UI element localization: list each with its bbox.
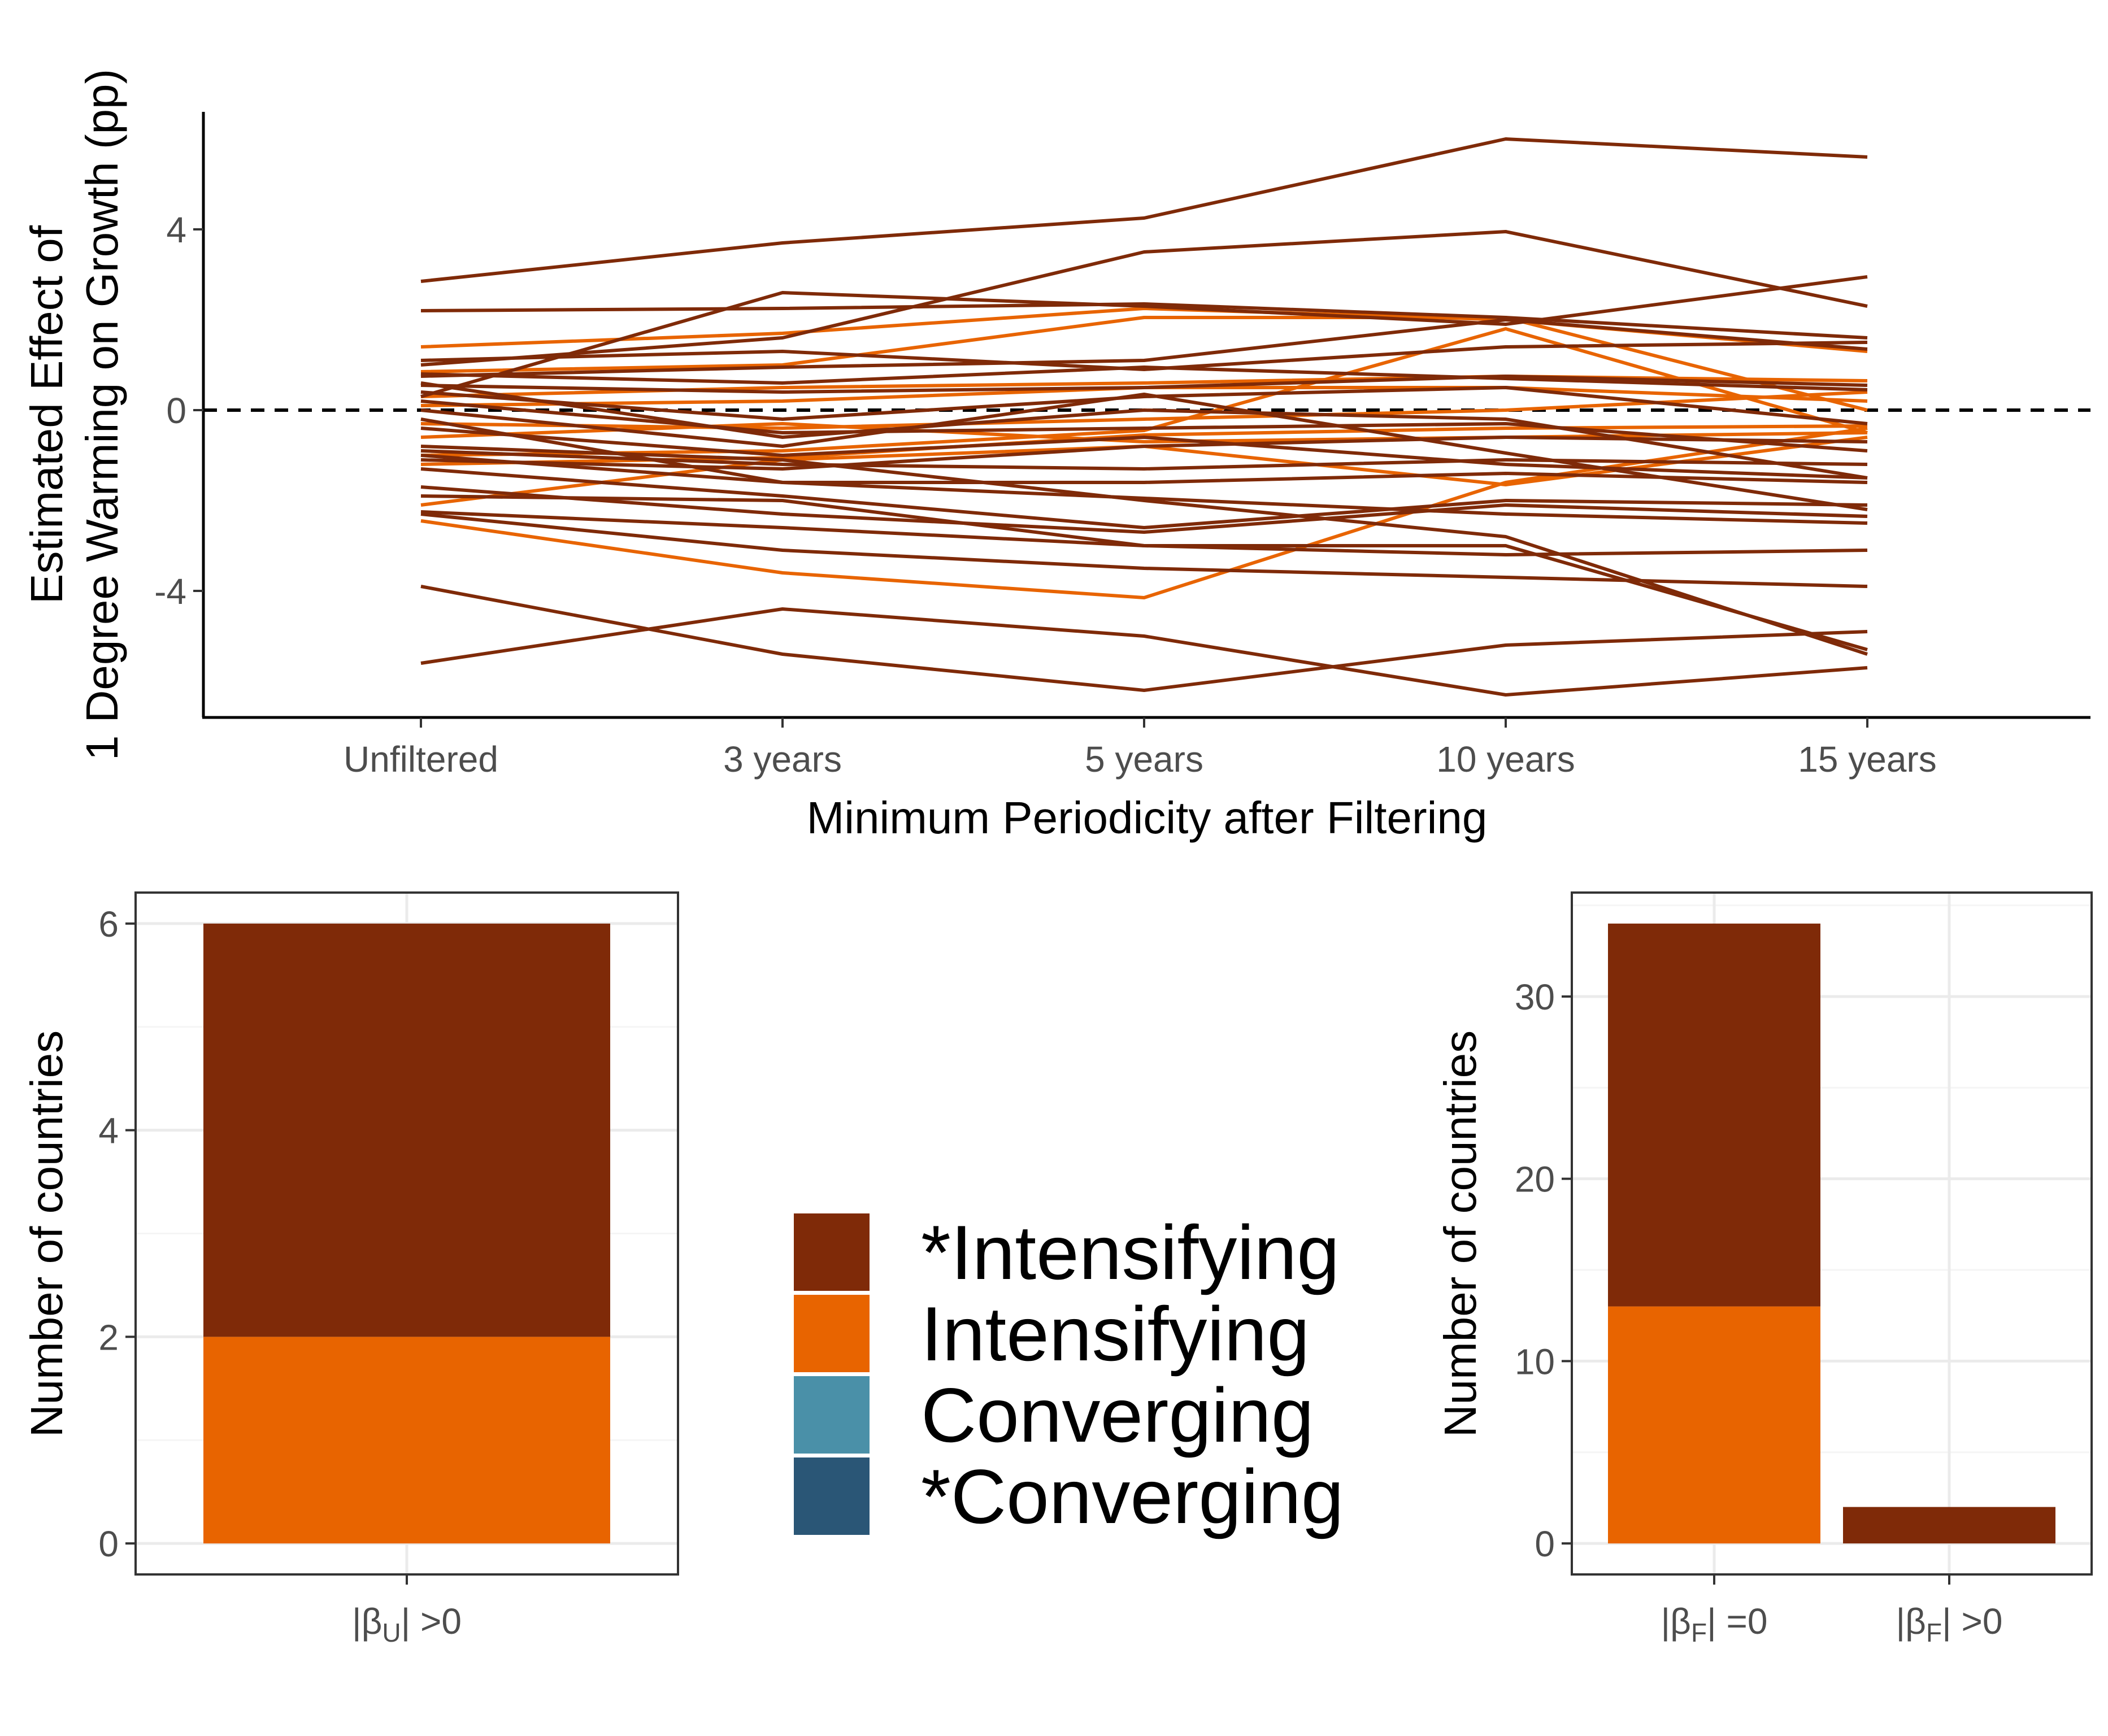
y-tick-label: 10 [1515, 1341, 1555, 1382]
x-tick-label: 3 years [723, 739, 842, 780]
y-axis-title-line-1: Estimated Effect of [21, 225, 72, 604]
series-line [420, 386, 1868, 425]
legend-swatch [794, 1457, 870, 1535]
bar-chart-right: 0 10 20 30 |βF| =0 |βF| >0 Number of countr… [1435, 891, 2093, 1647]
series-line [420, 417, 1868, 525]
bar-segment [203, 923, 610, 1337]
series-line [420, 137, 1868, 283]
x-tick-label: |βF| >0 [1896, 1601, 2003, 1647]
y-tick-label: 0 [1535, 1524, 1555, 1564]
x-tick-label: |βF| =0 [1661, 1601, 1768, 1647]
series-line [420, 275, 1868, 398]
legend-swatch [794, 1295, 870, 1372]
y-tick-label: 0 [98, 1524, 119, 1564]
y-tick-label: 4 [98, 1111, 119, 1151]
bar-segment [203, 1337, 610, 1544]
bar-chart-left: 0 2 4 6 |βU| >0 Number of countries [21, 891, 679, 1647]
y-axis-title: Number of countries [21, 1030, 72, 1437]
legend: *IntensifyingIntensifyingConverging*Conv… [794, 1209, 1344, 1539]
bar-segment [1608, 1306, 1820, 1544]
series-line [420, 302, 1868, 340]
y-axis-ticks: 0 10 20 30 [1515, 977, 1572, 1564]
y-axis-ticks: -4 0 4 [154, 210, 203, 612]
x-tick-label: 10 years [1436, 739, 1575, 780]
bars [1608, 923, 2055, 1544]
legend-swatch [794, 1376, 870, 1454]
bar-segment [1608, 923, 1820, 1307]
series-line [420, 585, 1868, 692]
y-tick-label: 30 [1515, 977, 1555, 1017]
series-line [420, 375, 1868, 394]
y-tick-label: 0 [166, 390, 186, 431]
series-line [420, 230, 1868, 367]
y-tick-label: 6 [98, 904, 119, 945]
legend-swatch [794, 1213, 870, 1291]
x-tick-label: 15 years [1798, 739, 1936, 780]
series-line [420, 512, 1868, 588]
series-line [420, 467, 1868, 529]
panel-border [1571, 891, 2093, 1576]
series-line [420, 427, 1868, 480]
y-axis-ticks: 0 2 4 6 [98, 904, 136, 1564]
series-line [420, 316, 1868, 412]
y-tick-label: 4 [166, 210, 186, 250]
y-tick-label: 20 [1515, 1159, 1555, 1200]
x-axis-title: Minimum Periodicity after Filtering [807, 793, 1488, 843]
series-line [420, 445, 1868, 656]
legend-label: Converging [921, 1372, 1314, 1458]
legend-label: *Intensifying [921, 1209, 1340, 1295]
series-line [420, 607, 1868, 697]
series-line [420, 427, 1868, 599]
x-tick-label: 5 years [1085, 739, 1203, 780]
series-line [420, 422, 1868, 443]
series-line [420, 399, 1868, 453]
series-line [420, 485, 1868, 534]
y-tick-label: 2 [98, 1317, 119, 1358]
series-lines [420, 137, 1868, 697]
y-axis-title: Number of countries [1435, 1030, 1485, 1437]
series-line [420, 454, 1868, 484]
series-line [420, 510, 1868, 556]
series-line [420, 436, 1868, 471]
bars [203, 923, 610, 1544]
x-tick-label: |βU| >0 [352, 1601, 462, 1647]
y-axis-title-line-2: 1 Degree Warming on Growth (pp) [77, 69, 127, 760]
legend-label: *Converging [921, 1454, 1344, 1539]
series-line [420, 341, 1868, 371]
y-tick-label: -4 [154, 571, 186, 612]
series-line [420, 318, 1868, 378]
legend-label: Intensifying [921, 1291, 1310, 1377]
series-line [420, 393, 1868, 511]
series-line [420, 366, 1868, 391]
x-tick-label: Unfiltered [344, 739, 498, 780]
x-axis-ticks: Unfiltered 3 years 5 years 10 years 15 years [344, 717, 1937, 780]
series-line [420, 327, 1868, 457]
line-chart: -4 0 4 Unfiltered 3 years 5 years 10 years 15 … [21, 69, 2090, 843]
bar-segment [1843, 1507, 2055, 1544]
